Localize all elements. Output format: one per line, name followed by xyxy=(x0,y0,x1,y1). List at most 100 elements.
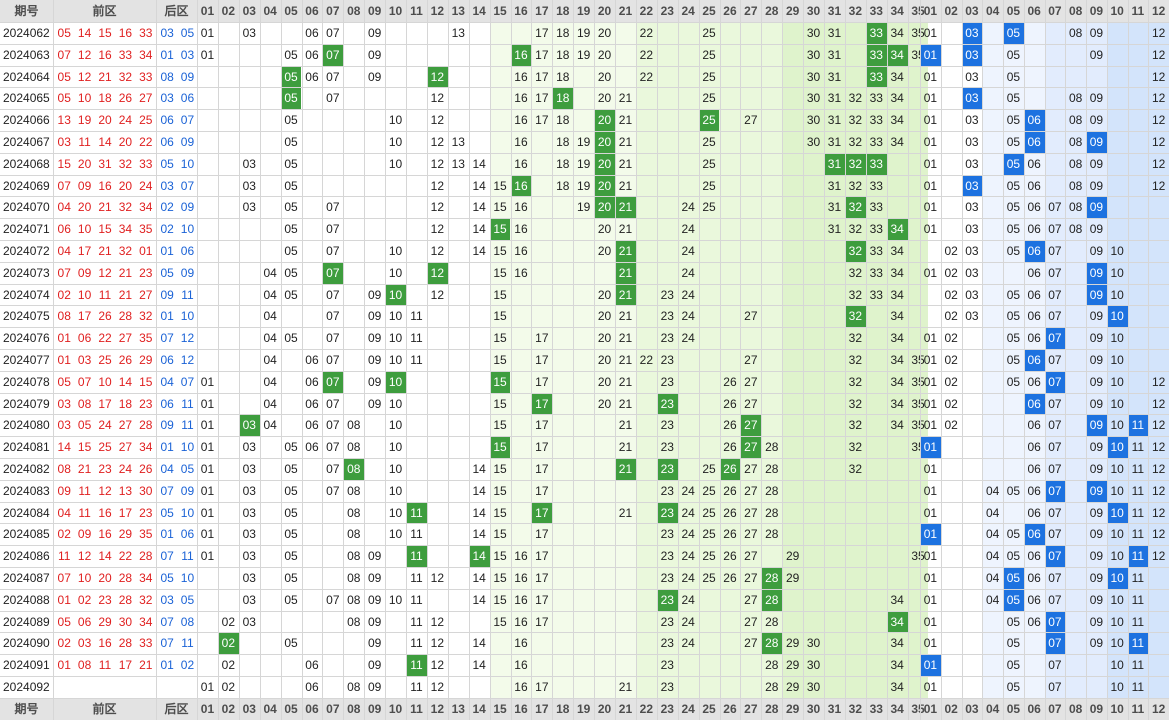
front-omission-cell: 16 xyxy=(514,135,528,149)
front-number: 15 xyxy=(98,26,112,40)
back-omission-cell: 11 xyxy=(1131,571,1145,585)
front-omission-cell: 03 xyxy=(242,462,256,476)
front-number: 35 xyxy=(139,222,153,237)
back-hit-cell: 03 xyxy=(961,87,983,110)
front-number: 11 xyxy=(57,549,71,564)
front-omission-cell: 32 xyxy=(848,91,863,106)
back-omission-cell: 05 xyxy=(1006,636,1021,651)
front-omission-cell: 11 xyxy=(410,614,423,629)
front-omission-cell: 19 xyxy=(576,135,591,149)
front-hit-cell: 12 xyxy=(426,65,448,88)
front-omission-cell: 05 xyxy=(284,462,298,476)
front-omission-cell: 29 xyxy=(785,549,800,564)
front-omission-cell: 05 xyxy=(284,636,298,651)
front-number: 24 xyxy=(98,418,112,433)
front-hit-cell: 34 xyxy=(886,610,908,633)
front-omission-cell: 01 xyxy=(200,680,215,694)
back-omission-cell: 02 xyxy=(944,396,958,411)
front-omission-cell: 09 xyxy=(367,374,382,389)
front-omission-cell: 12 xyxy=(430,178,445,193)
back-omission-cell: 10 xyxy=(1110,614,1124,629)
front-omission-cell: 15 xyxy=(493,614,507,629)
front-omission-cell: 15 xyxy=(493,178,507,193)
back-omission-cell: 09 xyxy=(1089,571,1104,585)
front-number: 03 xyxy=(57,135,71,149)
header-back-col: 01 xyxy=(923,4,938,18)
column-divider xyxy=(447,0,449,720)
front-omission-cell: 25 xyxy=(702,135,716,149)
back-hit-cell: 05 xyxy=(1003,22,1024,44)
front-omission-cell: 10 xyxy=(388,113,403,128)
period-cell: 2024085 xyxy=(3,527,50,542)
row-divider xyxy=(0,632,1169,634)
front-number: 07 xyxy=(77,374,92,389)
period-cell: 2024075 xyxy=(3,309,50,324)
front-omission-cell: 24 xyxy=(681,287,695,302)
front-omission-cell: 32 xyxy=(848,462,863,476)
back-omission-cell: 01 xyxy=(923,636,938,651)
front-omission-cell: 20 xyxy=(597,91,612,106)
front-omission-cell: 16 xyxy=(514,244,528,258)
back-number: 10 xyxy=(180,156,195,171)
back-omission-cell: 11 xyxy=(1131,462,1145,476)
front-number: 32 xyxy=(118,200,133,215)
front-omission-cell: 28 xyxy=(765,614,779,629)
back-number: 01 xyxy=(160,440,174,455)
back-omission-cell: 09 xyxy=(1089,374,1104,389)
front-number: 21 xyxy=(98,69,112,84)
header-front-col: 28 xyxy=(765,702,779,716)
front-number: 28 xyxy=(118,636,133,651)
front-omission-cell: 34 xyxy=(890,353,904,367)
period-cell: 2024070 xyxy=(3,200,50,215)
back-number: 10 xyxy=(180,440,195,455)
front-hit-cell: 23 xyxy=(656,501,678,524)
header-front-col: 07 xyxy=(326,4,340,18)
front-omission-cell: 35 xyxy=(911,26,925,40)
header-back-col: 06 xyxy=(1027,4,1041,18)
front-omission-cell: 20 xyxy=(597,331,612,346)
back-omission-cell: 12 xyxy=(1151,156,1166,171)
column-band xyxy=(1106,0,1169,720)
back-number: 05 xyxy=(180,462,195,476)
front-omission-cell: 01 xyxy=(200,462,215,476)
column-divider xyxy=(1086,0,1087,720)
front-omission-cell: 03 xyxy=(242,549,256,564)
front-hit-cell: 07 xyxy=(322,43,344,66)
column-divider xyxy=(635,0,637,720)
header-front-col: 29 xyxy=(785,4,800,18)
period-cell: 2024084 xyxy=(3,505,50,520)
front-omission-cell: 23 xyxy=(660,374,674,389)
header-front-col: 31 xyxy=(827,4,842,18)
front-number: 28 xyxy=(139,549,153,564)
front-omission-cell: 10 xyxy=(388,331,403,346)
front-omission-cell: 26 xyxy=(723,527,737,542)
front-number: 23 xyxy=(98,462,112,476)
front-omission-cell: 25 xyxy=(702,462,716,476)
front-omission-cell: 30 xyxy=(806,91,821,106)
period-cell: 2024071 xyxy=(3,222,50,237)
front-omission-cell: 14 xyxy=(472,462,486,476)
back-omission-cell: 12 xyxy=(1151,462,1166,476)
back-omission-cell: 08 xyxy=(1068,178,1083,193)
front-number: 20 xyxy=(118,135,133,149)
header-front-col: 05 xyxy=(284,702,298,716)
front-omission-cell: 33 xyxy=(869,113,883,128)
front-omission-cell: 03 xyxy=(242,440,256,455)
front-omission-cell: 01 xyxy=(200,527,215,542)
front-hit-cell: 10 xyxy=(385,283,406,306)
front-number: 04 xyxy=(57,200,71,215)
header-front-col: 08 xyxy=(347,4,361,18)
front-number: 20 xyxy=(77,156,92,171)
front-omission-cell: 16 xyxy=(514,614,528,629)
back-omission-cell: 09 xyxy=(1089,592,1104,607)
front-omission-cell: 15 xyxy=(493,396,507,411)
front-omission-cell: 12 xyxy=(430,244,445,258)
front-omission-cell: 25 xyxy=(702,91,716,106)
front-number: 12 xyxy=(77,69,92,84)
front-hit-cell: 14 xyxy=(468,545,490,568)
back-omission-cell: 10 xyxy=(1110,331,1124,346)
front-omission-cell: 27 xyxy=(744,113,758,128)
front-hit-cell: 21 xyxy=(615,458,636,480)
period-cell: 2024087 xyxy=(3,571,50,585)
front-omission-cell: 12 xyxy=(430,222,445,237)
